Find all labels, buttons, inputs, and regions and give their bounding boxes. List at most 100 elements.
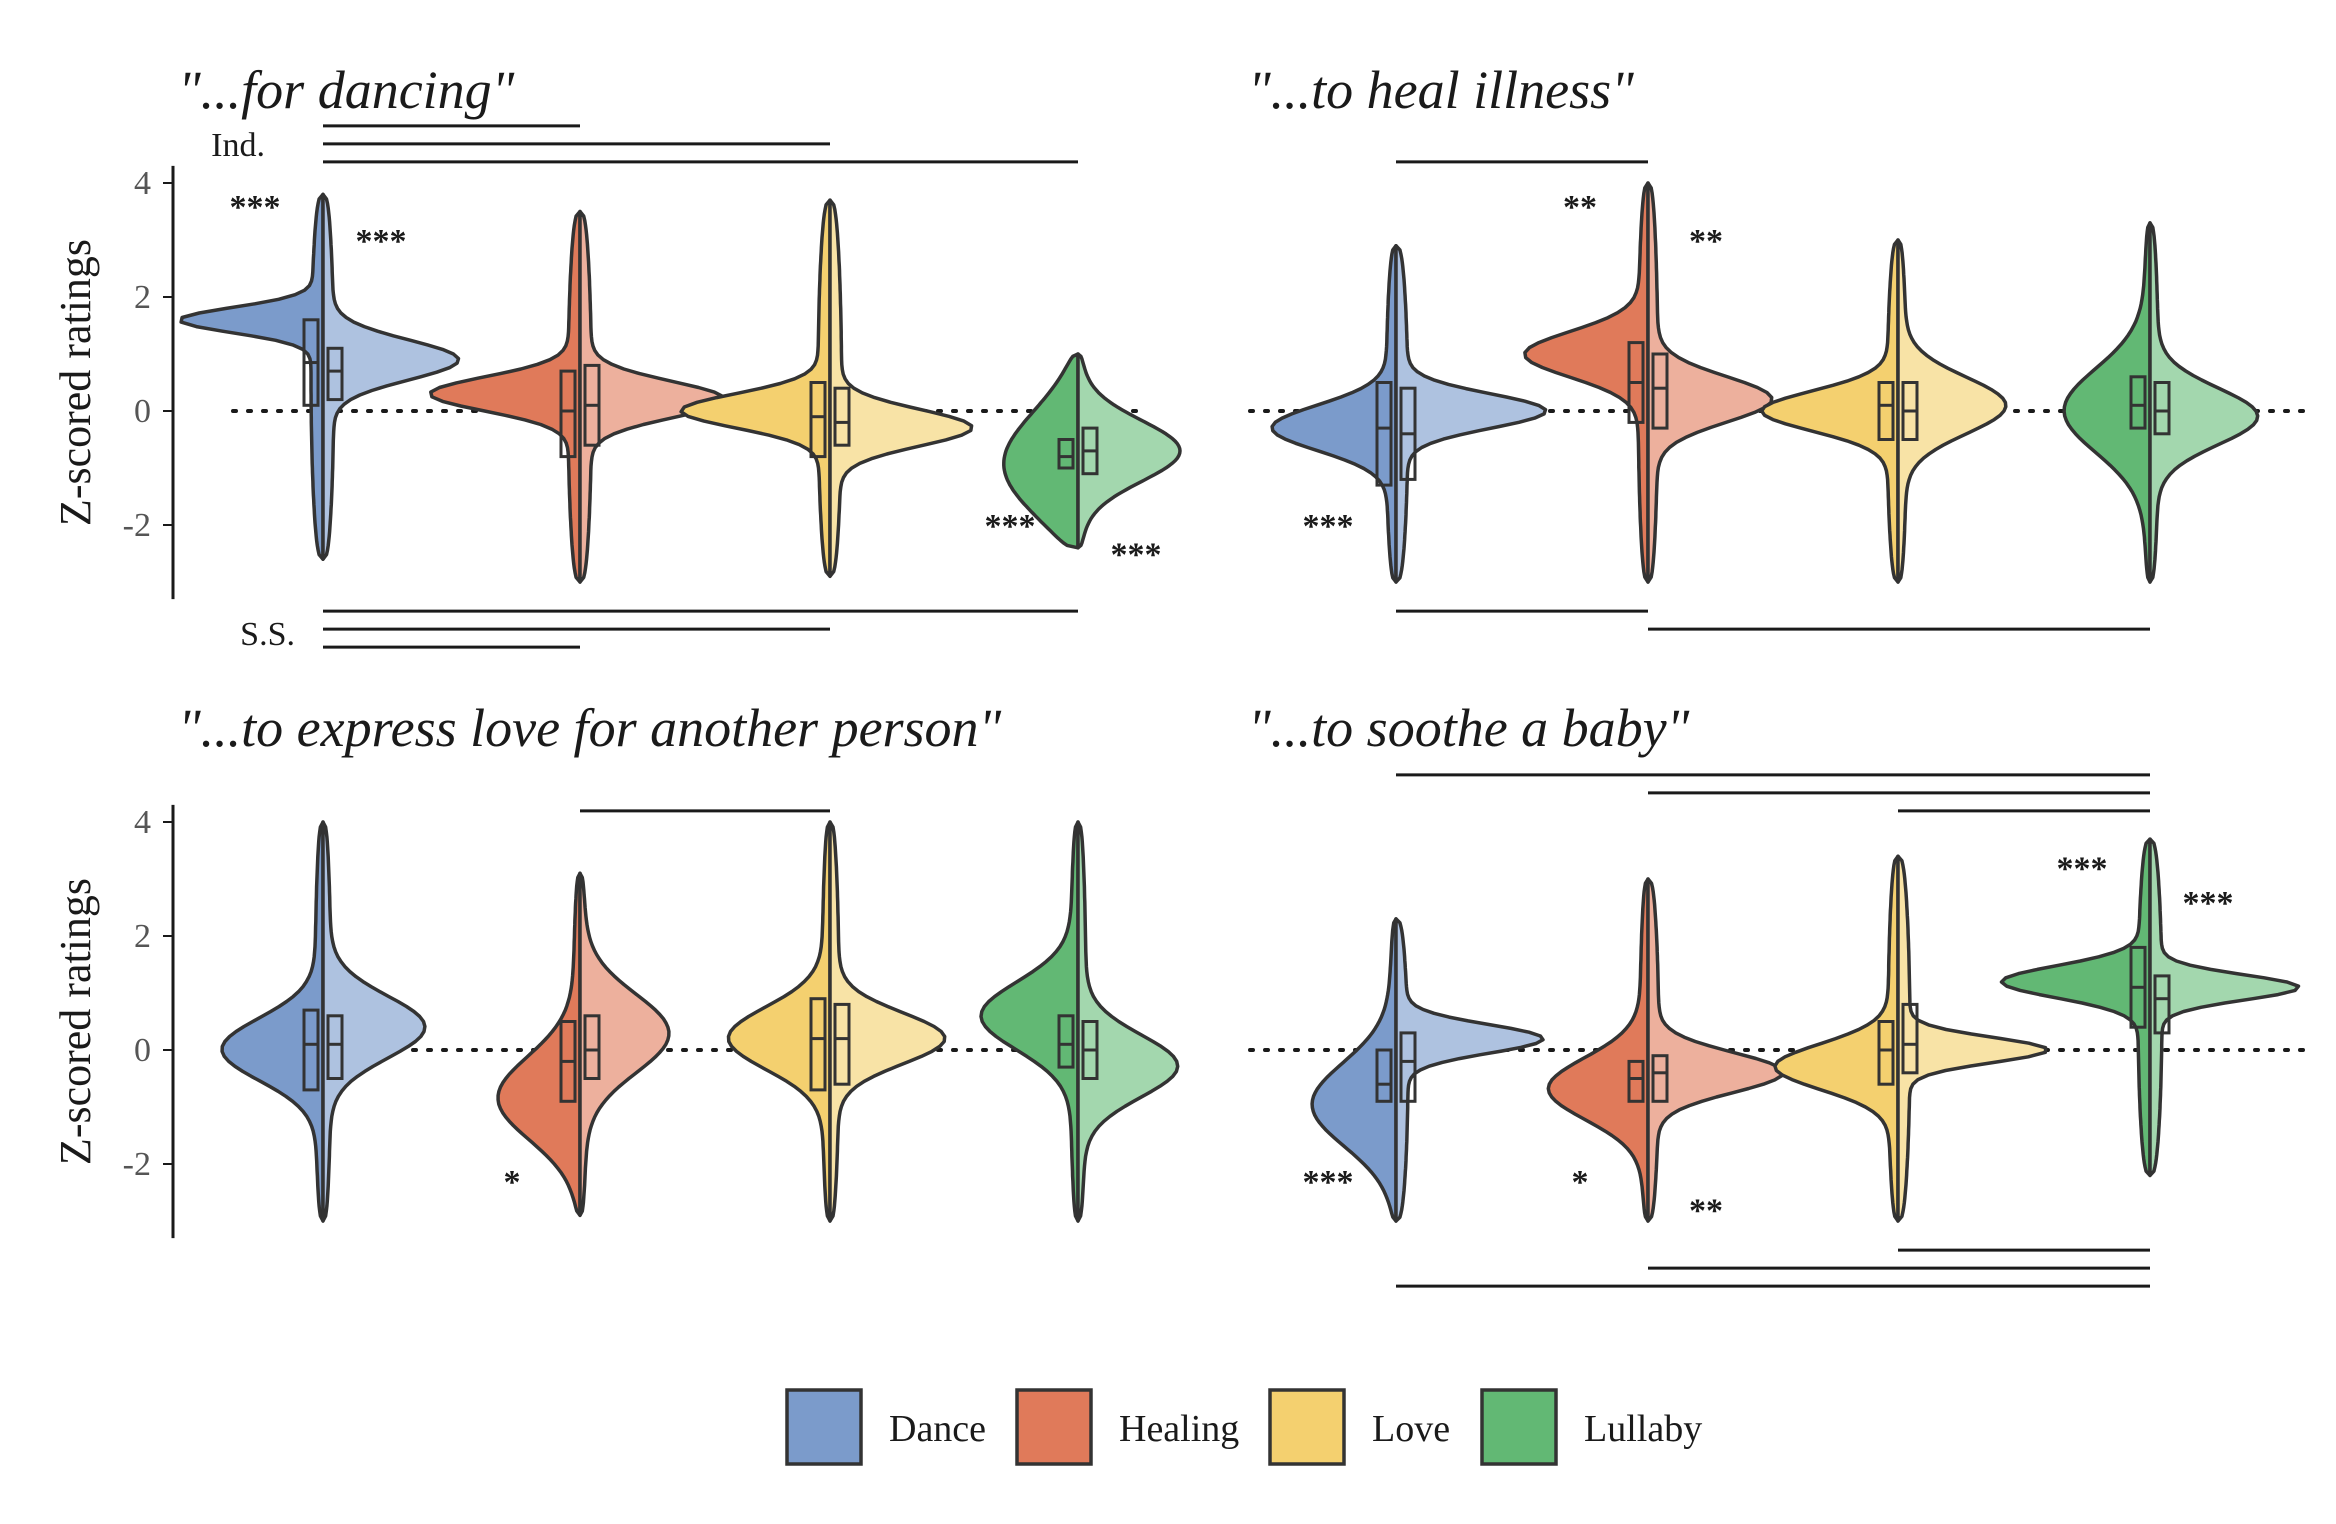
panel-1: "...for dancing" -2 0 2 4 Z-scored ratings ***… (51, 60, 1182, 653)
significance-stars: ** (1689, 1193, 1723, 1230)
box-iqr (583, 1014, 601, 1080)
violin-half-ss (578, 871, 671, 1218)
significance-stars: ** (1563, 189, 1597, 226)
box-iqr (1057, 1014, 1075, 1069)
legend-label-dance: Dance (889, 1408, 986, 1450)
box-iqr (1057, 438, 1075, 470)
y-tick-label: -2 (123, 507, 151, 544)
violin-lullaby (2062, 221, 2260, 584)
violin-half-ss (1394, 243, 1548, 584)
box-iqr (1651, 1054, 1669, 1103)
legend-swatch-healing (1015, 1388, 1093, 1466)
violin-half-ind (1523, 181, 1650, 584)
y-tick-label: 4 (134, 804, 151, 841)
panel-title: "...for dancing" (178, 60, 515, 120)
violin-lullaby (1002, 352, 1182, 550)
box-iqr (809, 997, 827, 1092)
panel-title: "...to soothe a baby" (1248, 698, 1690, 758)
violin-half-ind (1759, 238, 1900, 584)
violin-half-ind (1999, 837, 2152, 1178)
violin-dance (220, 820, 427, 1223)
violin-healing (1546, 877, 1785, 1223)
violin-half-ind (220, 820, 325, 1223)
violin-love (1773, 854, 2048, 1223)
violin-half-ss (1896, 854, 2048, 1223)
significance-stars: *** (1111, 537, 1162, 574)
box-iqr (1375, 381, 1393, 487)
violin-half-ss (321, 820, 427, 1223)
violin-half-ss (1646, 181, 1774, 584)
box-iqr (1651, 352, 1669, 430)
panel-2: "...to heal illness"******* (1248, 60, 2312, 631)
violin-half-ss (828, 198, 974, 579)
violin-half-ind (979, 820, 1080, 1223)
legend-swatch-dance (785, 1388, 863, 1466)
box-iqr (302, 1008, 320, 1092)
legend-label-lullaby: Lullaby (1584, 1408, 1702, 1450)
violin-half-ss (2148, 837, 2301, 1178)
legend-swatch-lullaby (1480, 1388, 1558, 1466)
violin-half-ind (2062, 221, 2152, 584)
violin-half-ind (1002, 352, 1080, 550)
violin-half-ss (1394, 917, 1545, 1223)
box-iqr (326, 346, 344, 402)
box-iqr (809, 381, 827, 459)
significance-stars: *** (2183, 885, 2234, 922)
y-axis-label: Z-scored ratings (51, 239, 100, 526)
violin-half-ind (726, 820, 832, 1223)
y-tick-label: 2 (134, 279, 151, 316)
violin-half-ind (1310, 917, 1398, 1223)
violin-healing (1523, 181, 1774, 584)
box-iqr (833, 386, 851, 447)
y-tick-label: 0 (134, 393, 151, 430)
violin-half-ss (578, 209, 727, 584)
box-iqr (1877, 1020, 1895, 1086)
box-iqr (326, 1014, 344, 1080)
violin-half-ss (1896, 238, 2008, 584)
violin-half-ind (1773, 854, 1900, 1223)
y-tick-label: -2 (123, 1146, 151, 1183)
violin-half-ss (1076, 820, 1180, 1223)
box-iqr (2153, 974, 2171, 1035)
significance-stars: *** (985, 508, 1036, 545)
violin-half-ss (828, 820, 947, 1223)
box-iqr (1877, 381, 1895, 441)
significance-stars: * (504, 1164, 521, 1201)
violin-healing (429, 209, 727, 584)
violin-half-ind (496, 871, 582, 1218)
violin-half-ind (1546, 877, 1650, 1223)
violin-half-ss (1076, 352, 1182, 550)
panel-4: "...to soothe a baby"*** ********* (1248, 698, 2312, 1288)
violin-half-ss (1646, 877, 1785, 1223)
violin-dance (1310, 917, 1545, 1223)
bracket-label-ind: Ind. (211, 127, 265, 164)
y-tick-label: 2 (134, 918, 151, 955)
violin-healing (496, 871, 671, 1218)
significance-stars: *** (356, 223, 407, 260)
box-iqr (1901, 1002, 1919, 1075)
y-tick-label: 4 (134, 165, 151, 202)
violin-half-ss (321, 192, 461, 561)
y-tick-label: 0 (134, 1032, 151, 1069)
significance-stars: *** (1303, 508, 1354, 545)
violin-love (726, 820, 947, 1223)
violin-half-ind (1270, 243, 1398, 584)
significance-stars: *** (230, 189, 281, 226)
box-iqr (2129, 375, 2147, 430)
bracket-label-ss: S.S. (240, 616, 295, 653)
violin-lullaby (1999, 837, 2301, 1178)
box-iqr (2153, 381, 2171, 436)
significance-stars: ** (1689, 223, 1723, 260)
violin-lullaby (979, 820, 1180, 1223)
legend-label-healing: Healing (1119, 1408, 1239, 1450)
significance-stars: *** (2057, 851, 2108, 888)
violin-half-ss (2148, 221, 2260, 584)
panel-title: "...to heal illness" (1248, 60, 1634, 120)
box-iqr (559, 369, 577, 459)
violin-half-ind (179, 192, 325, 561)
violin-half-ind (429, 209, 582, 584)
violin-dance (1270, 243, 1548, 584)
violin-half-ind (679, 198, 832, 579)
significance-stars: *** (1303, 1164, 1354, 1201)
